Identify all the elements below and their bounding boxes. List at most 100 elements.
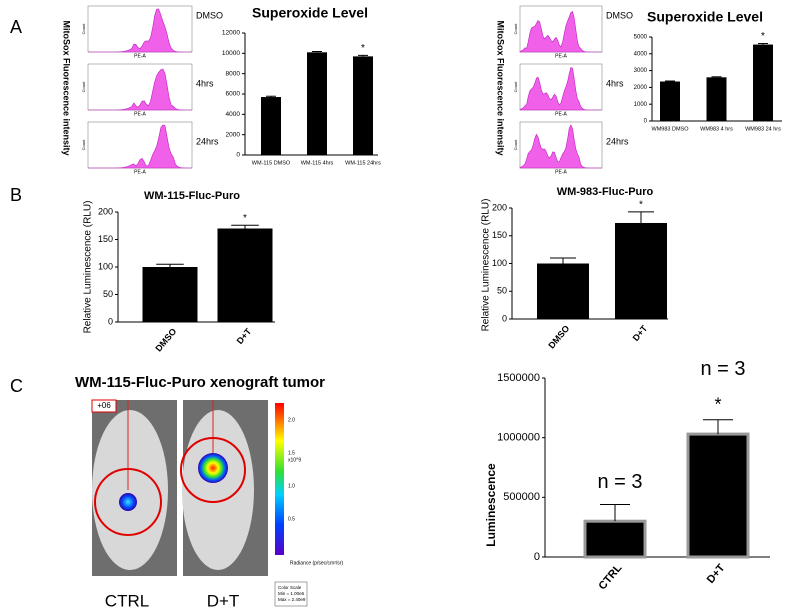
error-bar (156, 263, 184, 267)
histogram-axis-label: PE-A (555, 169, 567, 175)
signal (198, 453, 228, 483)
histogram-axis-label: Count (513, 23, 518, 35)
roi-tag-label: +06 (97, 401, 111, 410)
bar (583, 519, 647, 559)
x-tick-label: D+T (705, 562, 728, 586)
histogram-label: 4hrs (196, 78, 214, 88)
scale-box (274, 581, 308, 607)
bar (307, 52, 327, 155)
bar (217, 228, 273, 322)
x-tick-label: DMSO (153, 326, 178, 353)
significance: * (714, 395, 721, 415)
y-tick-label: 500000 (503, 491, 540, 503)
bar (686, 432, 750, 559)
chart-title: Superoxide Level (647, 9, 763, 25)
histogram-axis-label: Count (513, 139, 518, 151)
bar (615, 222, 667, 319)
y-axis-label: Luminescence (484, 463, 498, 547)
histogram-shape (519, 124, 602, 169)
panel-label: A (10, 17, 22, 37)
y-tick-label: 4000 (226, 111, 241, 118)
x-tick-label: DMSO (546, 323, 571, 350)
chart-title: WM-983-Fluc-Puro (557, 186, 654, 198)
significance: * (761, 31, 765, 42)
x-tick-label: WM-115 DMSO (252, 160, 291, 166)
significance: * (639, 200, 643, 211)
histogram-label: DMSO (196, 10, 223, 20)
error-bar (665, 80, 675, 82)
mouse-body (92, 410, 168, 570)
scale-text: Max = 2.40e9 (278, 597, 306, 602)
colorbar-label: 0.5 (288, 516, 295, 522)
x-tick-label: WM983 4 hrs (700, 126, 733, 132)
histogram-label: 24hrs (606, 136, 629, 146)
histogram-axis-label: Count (81, 81, 86, 93)
panel-label: B (10, 185, 22, 205)
histogram-shape (88, 68, 192, 111)
xenograft-panel: WM-115-Fluc-Puro xenograft tumor +06 2.0… (75, 374, 343, 611)
panel-label: C (10, 376, 23, 396)
histogram-shape (519, 66, 602, 111)
y-tick-label: 50 (103, 289, 113, 299)
flow-panels: MitoSox Fluorescence intensity Count PE-A D… (62, 5, 633, 175)
histogram-axis-label: PE-A (134, 53, 146, 59)
y-tick-label: 1500000 (497, 372, 540, 384)
y-tick-label: 2000 (226, 131, 241, 138)
group-label: CTRL (105, 591, 149, 610)
y-tick-label: 0 (502, 313, 507, 323)
y-tick-label: 200 (98, 206, 113, 216)
significance: * (361, 43, 365, 54)
y-tick-label: 1000000 (497, 432, 540, 444)
x-tick-label: WM-115 4hrs (301, 160, 334, 166)
annotation: n = 3 (597, 471, 642, 493)
error-bar (711, 76, 722, 78)
significance: * (243, 213, 247, 224)
error-bar (266, 95, 276, 98)
histogram-axis-label: Count (81, 23, 86, 35)
y-tick-label: 4000 (634, 51, 648, 57)
roi-circle (180, 437, 246, 503)
y-tick-label: 150 (98, 234, 113, 244)
y-axis-label: Relative Luminescence (RLU) (83, 201, 94, 334)
x-tick-label: D+T (235, 326, 254, 346)
y-tick-label: 12000 (222, 30, 240, 37)
colorbar-unit: x10^9 (288, 457, 301, 463)
signal (119, 493, 137, 511)
chart-title: WM-115-Fluc-Puro (144, 190, 240, 202)
bar (706, 77, 727, 121)
error-bar (550, 257, 576, 264)
bar (142, 267, 198, 322)
y-tick-label: 0 (644, 119, 648, 125)
colorbar-label: 1.5 (288, 450, 295, 456)
y-tick-label: 0 (236, 152, 240, 159)
histogram-axis-label: Count (513, 81, 518, 93)
y-tick-label: 6000 (226, 91, 241, 98)
error-bar (358, 54, 368, 57)
y-tick-label: 3000 (634, 68, 648, 74)
y-tick-label: 200 (492, 202, 507, 212)
annotation: n = 3 (700, 358, 745, 380)
bar (537, 263, 589, 319)
histogram-shape (88, 124, 192, 169)
histogram-axis-label: PE-A (134, 111, 146, 117)
y-tick-label: 8000 (226, 70, 241, 77)
mouse-body (182, 410, 254, 570)
x-tick-label: D+T (631, 323, 650, 343)
x-tick-label: CTRL (596, 562, 624, 592)
y-tick-label: 100 (98, 261, 113, 271)
colorbar (275, 403, 284, 555)
error-bar (600, 503, 630, 522)
y-tick-label: 10000 (222, 50, 240, 57)
error-bar (758, 43, 768, 45)
error-bar (703, 419, 733, 435)
flow-ylabel: MitoSox Fluorescence intensity (496, 20, 506, 155)
bar (261, 97, 281, 155)
error-bar (312, 51, 322, 53)
histogram-frame (87, 5, 193, 53)
histogram-shape (519, 11, 602, 53)
y-tick-label: 50 (497, 286, 507, 296)
bar (353, 56, 373, 156)
y-tick-label: 100 (492, 258, 507, 268)
